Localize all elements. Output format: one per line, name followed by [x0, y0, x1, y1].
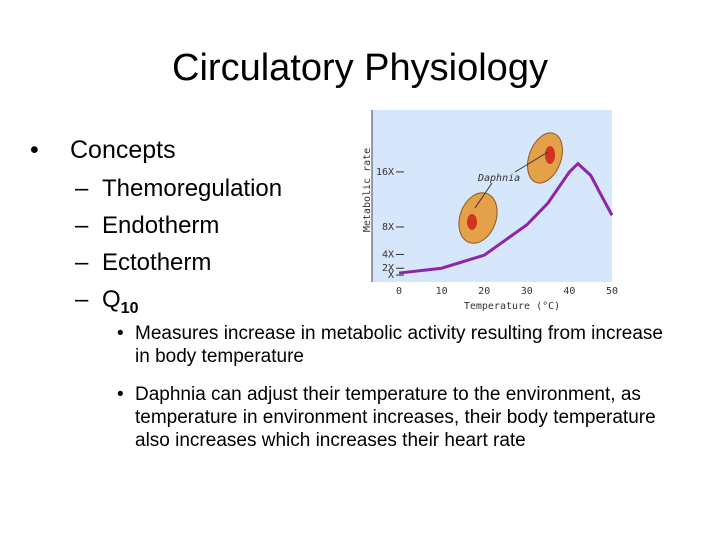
- dash: –: [75, 286, 89, 313]
- q10-sub: 10: [121, 300, 139, 317]
- y-tick-label: 16X: [376, 167, 394, 178]
- y-tick-label: X: [388, 270, 394, 281]
- note-text: Measures increase in metabolic activity …: [135, 323, 663, 367]
- pointer-line: [514, 151, 549, 173]
- y-tick-label: 2X: [382, 263, 394, 274]
- y-tick-label: 4X: [382, 249, 394, 260]
- x-tick-label: 0: [396, 286, 402, 297]
- item: Endotherm: [102, 212, 219, 239]
- bullet-marker: •: [30, 136, 39, 164]
- annotation: Daphnia: [477, 173, 520, 184]
- y-axis-label: Metabolic rate: [362, 148, 373, 232]
- note-text: Daphnia can adjust their temperature to …: [135, 384, 656, 451]
- q10-base: Q: [102, 286, 121, 313]
- pointer-line: [474, 182, 493, 209]
- x-axis-label: Temperature (°C): [464, 301, 560, 312]
- daphnia-heart: [467, 214, 477, 230]
- dash: –: [75, 212, 89, 239]
- slide-title: Circulatory Physiology: [172, 47, 548, 89]
- note: • Measures increase in metabolic activity…: [117, 323, 663, 367]
- x-tick-label: 40: [563, 286, 575, 297]
- y-tick-label: 8X: [382, 222, 394, 233]
- item: Ectotherm: [102, 249, 211, 276]
- item: Themoregulation: [102, 175, 282, 202]
- x-tick-label: 20: [478, 286, 490, 297]
- daphnia-body: [527, 132, 563, 184]
- data-line: [398, 161, 614, 275]
- x-tick-label: 30: [521, 286, 533, 297]
- note: • Daphnia can adjust their temperature to…: [117, 384, 656, 451]
- daphnia-heart: [545, 146, 555, 164]
- daphnia-illustration: [458, 132, 563, 244]
- x-tick-label: 50: [606, 286, 618, 297]
- daphnia-body: [458, 192, 498, 244]
- q10: Q10: [102, 286, 139, 317]
- plot-background: [372, 110, 612, 282]
- x-tick-label: 10: [436, 286, 448, 297]
- dash: –: [75, 175, 89, 202]
- dash: –: [75, 249, 89, 276]
- bullet: Concepts: [70, 136, 176, 164]
